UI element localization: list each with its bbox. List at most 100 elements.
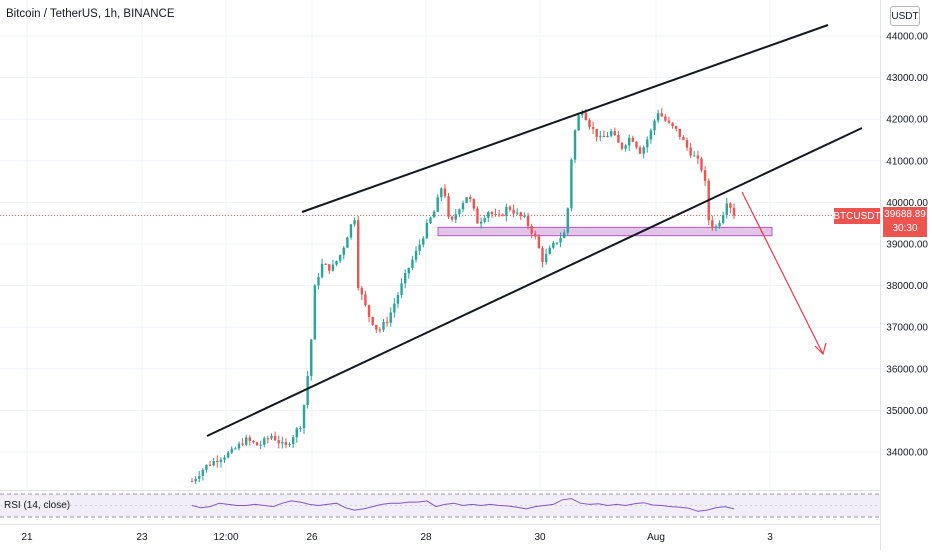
candle-body [357, 220, 360, 288]
x-tick-label: 21 [21, 532, 33, 543]
candle-body [689, 147, 692, 156]
candle-body [219, 459, 223, 463]
currency-button[interactable]: USDT [890, 6, 920, 26]
candle-body [349, 224, 353, 238]
candle-body [288, 444, 291, 446]
candle-body [465, 197, 468, 204]
candle-body [194, 478, 197, 482]
candle-body [700, 158, 703, 171]
candle-body [378, 329, 382, 331]
candle-body [259, 444, 262, 446]
candle-body [573, 130, 577, 160]
candle-body [201, 469, 205, 477]
candle-body [450, 216, 454, 220]
candle-body [414, 250, 418, 260]
candle-body [508, 206, 512, 210]
candle-body [331, 264, 335, 271]
candle-body [198, 476, 201, 479]
candle-body [306, 375, 309, 405]
candle-body [718, 222, 721, 227]
candle-body [375, 324, 378, 330]
candle-body [635, 141, 638, 148]
candle-body [664, 116, 667, 121]
candle-body [512, 209, 515, 214]
x-tick-label: 28 [420, 532, 432, 543]
candle-body [310, 339, 313, 376]
candle-body [541, 248, 544, 263]
candle-body [266, 438, 270, 440]
x-tick-label: 26 [306, 532, 318, 543]
channel-upper-line [301, 24, 829, 213]
candle-body [649, 130, 653, 140]
candle-body [609, 131, 613, 136]
candle-body [252, 440, 255, 443]
y-tick-label: 43000.00 [886, 73, 928, 84]
y-tick-label: 39000.00 [886, 240, 928, 251]
candle-body [223, 457, 226, 460]
candle-body [602, 135, 606, 138]
candle-body [320, 263, 324, 278]
candle-body [436, 197, 439, 212]
candle-body [595, 128, 598, 137]
candle-body [403, 273, 407, 284]
candle-body [599, 135, 602, 137]
candle-body [613, 131, 616, 136]
candle-body [273, 435, 277, 441]
candle-body [479, 221, 483, 224]
x-tick-label: 3 [767, 532, 773, 543]
candle-body [653, 120, 656, 131]
chart-title: Bitcoin / TetherUS, 1h, BINANCE [6, 8, 175, 20]
candle-body [624, 145, 627, 149]
x-tick-label: Aug [647, 532, 665, 543]
y-tick-label: 44000.00 [886, 32, 928, 43]
candle-body [469, 197, 472, 200]
candle-body [429, 217, 432, 223]
candle-body [631, 137, 635, 142]
candle-body [555, 242, 559, 244]
candle-body [577, 115, 580, 131]
candle-body [667, 120, 671, 123]
symbol-badge: BTCUSDT [833, 208, 881, 224]
candle-body [696, 155, 700, 159]
rsi-line [191, 498, 735, 512]
candle-body [425, 222, 429, 239]
candle-body [248, 437, 252, 441]
candle-body [494, 214, 497, 216]
y-tick-label: 35000.00 [886, 406, 928, 417]
candle-body [458, 209, 461, 215]
candle-body [725, 203, 728, 215]
candle-body [646, 139, 649, 148]
candle-body [544, 253, 548, 263]
candle-body [360, 287, 364, 295]
candle-body [317, 277, 320, 286]
candle-body [396, 294, 400, 304]
candle-body [617, 135, 620, 143]
candle-body [212, 460, 215, 466]
candle-body [313, 285, 317, 340]
candle-body [534, 233, 537, 237]
y-tick-label: 42000.00 [886, 115, 928, 126]
candle-body [277, 440, 280, 444]
candle-body [584, 112, 588, 121]
x-tick-label: 12:00 [213, 532, 238, 543]
candle-body [660, 113, 663, 117]
candle-body [570, 159, 573, 209]
candle-body [295, 428, 298, 438]
candle-body [678, 128, 681, 138]
candle-body [443, 188, 447, 197]
candle-body [440, 188, 443, 198]
y-tick-label: 40000.00 [886, 198, 928, 209]
candle-body [703, 170, 707, 181]
candle-body [371, 317, 374, 325]
candle-body [241, 443, 244, 445]
candle-body [729, 203, 732, 208]
channel-lower-line [206, 127, 863, 437]
candle-body [346, 237, 349, 248]
candle-body [721, 214, 725, 223]
x-tick-label: 23 [136, 532, 148, 543]
candle-body [411, 259, 414, 268]
candle-body [519, 212, 523, 217]
candle-body [461, 203, 465, 210]
